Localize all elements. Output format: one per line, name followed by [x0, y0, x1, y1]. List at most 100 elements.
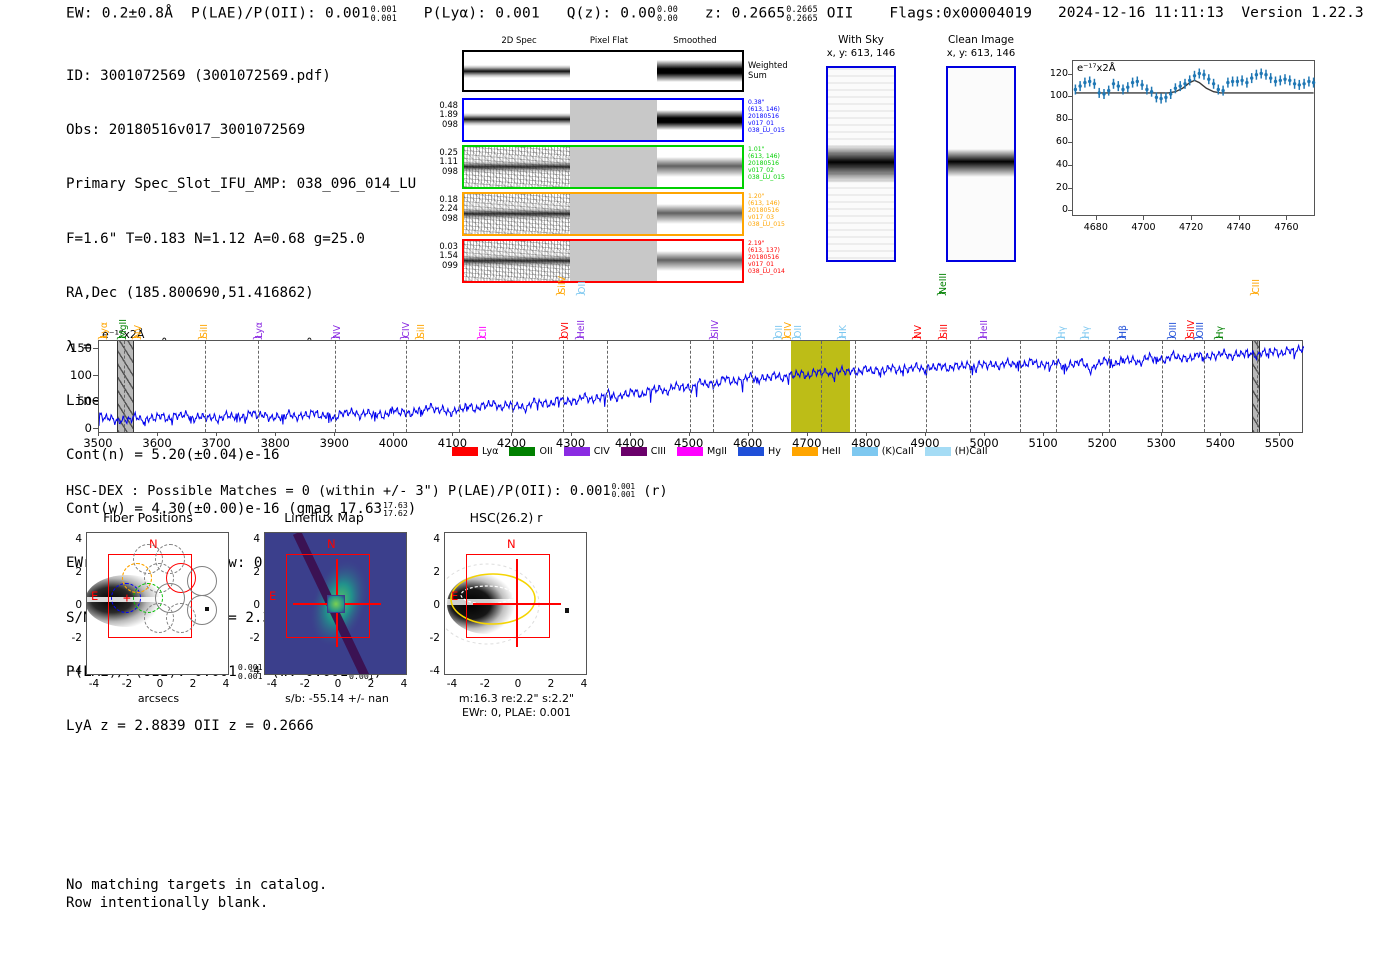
zoom-x-tickmark — [1191, 216, 1193, 220]
emission-line-brace: { — [790, 334, 802, 341]
spectrum-x-tick: 4700 — [792, 436, 822, 450]
lineflux-ifu-box — [286, 554, 370, 638]
cutout-subtitle-with-sky: x, y: 613, 146 — [826, 48, 896, 59]
spec-row-left-values: 0.25 1.11 098 — [418, 147, 458, 176]
zoom-spectrum-panel: e⁻¹⁷x2Å 0 20 40 60 80 100 120 4680 4700 4720 4740 4… — [1040, 52, 1318, 233]
panel-x-tick: -2 — [299, 678, 311, 690]
header-plya-label: P(Lyα): — [423, 5, 487, 22]
panel-x-tick: 4 — [400, 678, 408, 690]
spec-right-meta-line: 1.01" — [748, 146, 765, 153]
spectrum-x-tick: 4200 — [496, 436, 527, 450]
panel-x-tick: 0 — [156, 678, 164, 690]
info-primary-spec: Primary Spec_Slot_IFU_AMP: 038_096_014_L… — [66, 176, 417, 193]
spec-col-title-pixelflat: Pixel Flat — [589, 36, 629, 46]
zoom-y-tick: 80 — [1055, 113, 1068, 125]
header-datetime: 2024-12-16 11:11:13 — [1058, 5, 1224, 21]
spectrum-line-marker — [1256, 341, 1258, 432]
spec-right-meta-line: v017_01 — [748, 261, 775, 269]
emission-line-brace: { — [116, 334, 128, 341]
emission-line-brace: { — [1165, 334, 1177, 341]
spectrum-line-marker — [606, 341, 608, 432]
header-plya-value: 0.001 — [495, 5, 540, 22]
header-flags: Flags:0x00004019 — [889, 5, 1033, 22]
spec-cell-smoothed — [657, 100, 742, 140]
spec-cell-smoothed — [657, 241, 742, 281]
panel-x-tick: -4 — [266, 678, 278, 690]
panel-y-tick: 2 — [253, 566, 260, 578]
spectrum-x-tickmark — [1220, 432, 1222, 436]
spectrum-x-tickmark — [570, 432, 572, 436]
hsc-r-xlabel: m:16.3 re:2.2" s:2.2" — [458, 692, 575, 705]
fiber-circle — [187, 566, 217, 596]
lineflux-north-label: N — [327, 537, 336, 551]
spectrum-x-tickmark — [98, 432, 99, 436]
panel-y-tick: 4 — [433, 533, 440, 545]
panel-y-tick: 0 — [253, 599, 260, 611]
lineflux-map-image: N E — [264, 532, 407, 675]
spectrum-y-tickmark — [93, 427, 98, 429]
spectrum-x-tick: 5500 — [1264, 436, 1294, 450]
emission-line-brace: { — [96, 334, 108, 341]
spec-exposure-rows: 0.48 1.89 098 0.38" (613, 146) 20180516 v017_0… — [439, 98, 785, 286]
cutout-subtitle-clean-image: x, y: 613, 146 — [946, 48, 1016, 59]
spec-left-value: 0.25 — [439, 147, 458, 157]
spectrum-x-tickmark — [393, 432, 395, 436]
info-cont-w-lo: 17.62 — [383, 508, 408, 519]
spectrum-x-tick: 3900 — [319, 436, 349, 450]
header-z-species: OII — [826, 5, 854, 22]
spec-left-value: 098 — [442, 165, 458, 176]
spec-left-value: 099 — [442, 259, 458, 270]
panel-x-tick: -2 — [121, 678, 133, 690]
spectrum-x-tickmark — [452, 432, 454, 436]
spectrum-x-tick: 5300 — [1146, 436, 1176, 450]
spectrum-line-marker — [1109, 341, 1111, 432]
info-radec: RA,Dec (185.800690,51.416862) — [66, 284, 314, 301]
legend-swatch — [924, 447, 951, 456]
spec-left-value: 1.11 — [439, 156, 458, 167]
info-obs: Obs: 20180516v017_3001072569 — [66, 122, 306, 139]
header-qz-hi: 0.00 — [657, 4, 679, 14]
header-z-label: z: — [704, 5, 723, 22]
spectrum-x-tick: 5200 — [1087, 436, 1117, 450]
spectrum-line-marker — [1020, 341, 1022, 432]
emission-line-brace: { — [399, 334, 411, 341]
legend-label: (H)CaII — [954, 446, 988, 457]
zoom-y-tickmark — [1068, 141, 1072, 143]
legend-label: OII — [539, 446, 553, 457]
spectrum-line-marker — [205, 341, 207, 432]
zoom-y-tick: 60 — [1055, 135, 1068, 147]
emission-line-brace: { — [1115, 334, 1127, 341]
emission-line-brace: { — [554, 290, 566, 297]
spec-left-value: 1.54 — [439, 250, 458, 261]
legend-item: Hy — [738, 446, 781, 457]
fiber-positions-xlabel: arcsecs — [137, 692, 180, 705]
header-plae-hi: 0.001 — [370, 4, 397, 14]
info-plae-w-lo: 0.001 — [349, 670, 374, 681]
header-z-hi: 0.2665 — [786, 4, 818, 14]
legend-swatch — [676, 447, 703, 456]
spectrum-x-tickmark — [629, 432, 631, 436]
cutout-image-clean — [946, 66, 1016, 262]
hsc-headline-filter: (r) — [643, 483, 668, 499]
spec-cell-2d — [464, 100, 570, 140]
spec-cell-2d — [464, 147, 570, 187]
zoom-y-tick: 0 — [1061, 204, 1068, 216]
spec-left-value: 0.48 — [439, 100, 458, 110]
spectrum-line-marker — [124, 341, 126, 432]
emission-line-brace: { — [936, 334, 948, 341]
fiber-positions-title: Fiber Positions — [103, 510, 193, 525]
spec-cell-smoothed — [657, 147, 742, 187]
spectrum-line-marker — [1203, 341, 1205, 432]
info-seeing: F=1.6" T=0.183 N=1.12 A=0.68 g=25.0 — [66, 230, 365, 247]
emission-line-brace: { — [1192, 334, 1204, 341]
panel-x-tick: 0 — [514, 678, 522, 690]
spec-left-value: 2.24 — [439, 203, 458, 214]
hsc-headline-lo: 0.001 — [611, 490, 636, 499]
zoom-x-tick: 4680 — [1083, 222, 1108, 233]
spectrum-x-tick: 3500 — [83, 436, 113, 450]
spec-exposure-box — [462, 192, 744, 236]
zoom-units-label: e⁻¹⁷x2Å — [1077, 63, 1116, 74]
zoom-y-tickmark — [1068, 210, 1072, 212]
spec-row-left-values: 0.48 1.89 098 — [418, 100, 458, 129]
hsc-ifu-box — [466, 554, 550, 638]
